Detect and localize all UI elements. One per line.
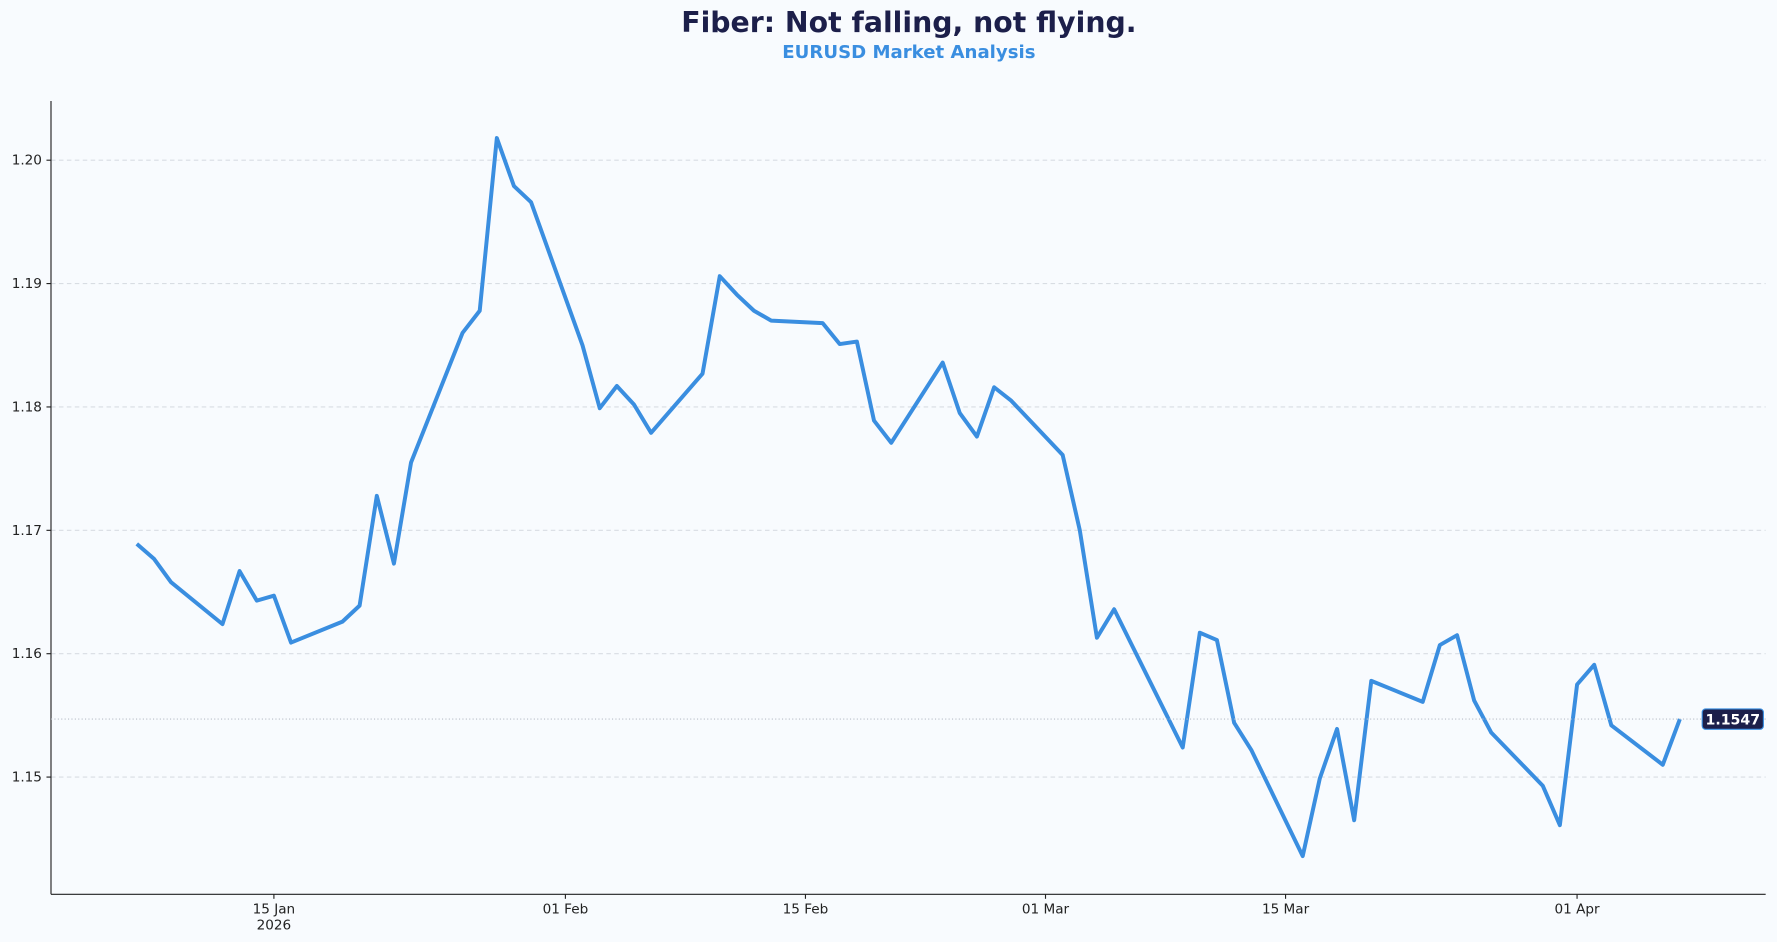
last-value-label: 1.1547 [1705,713,1760,729]
line [135,136,1682,859]
chart-subtitle: EURUSD Market Analysis [782,42,1035,63]
x-tick-label: 15 Jan 2026 [253,902,296,934]
x-tick-label: 15 Feb [783,902,829,918]
x-tick-label: 01 Apr [1555,902,1601,918]
x-tick-label: 15 Mar [1262,902,1310,918]
y-tick-label: 1.19 [12,276,42,292]
last-value-badge [1701,708,1764,730]
y-tick-label: 1.16 [12,646,42,662]
x-tick-label: 01 Mar [1022,902,1070,918]
y-tick-label: 1.18 [12,399,42,415]
chart-title: Fiber: Not falling, not flying. [681,6,1136,39]
y-tick-label: 1.15 [12,770,42,786]
x-tick-label: 01 Feb [543,902,589,918]
y-tick-label: 1.17 [12,523,42,539]
y-tick-label: 1.20 [12,153,42,169]
